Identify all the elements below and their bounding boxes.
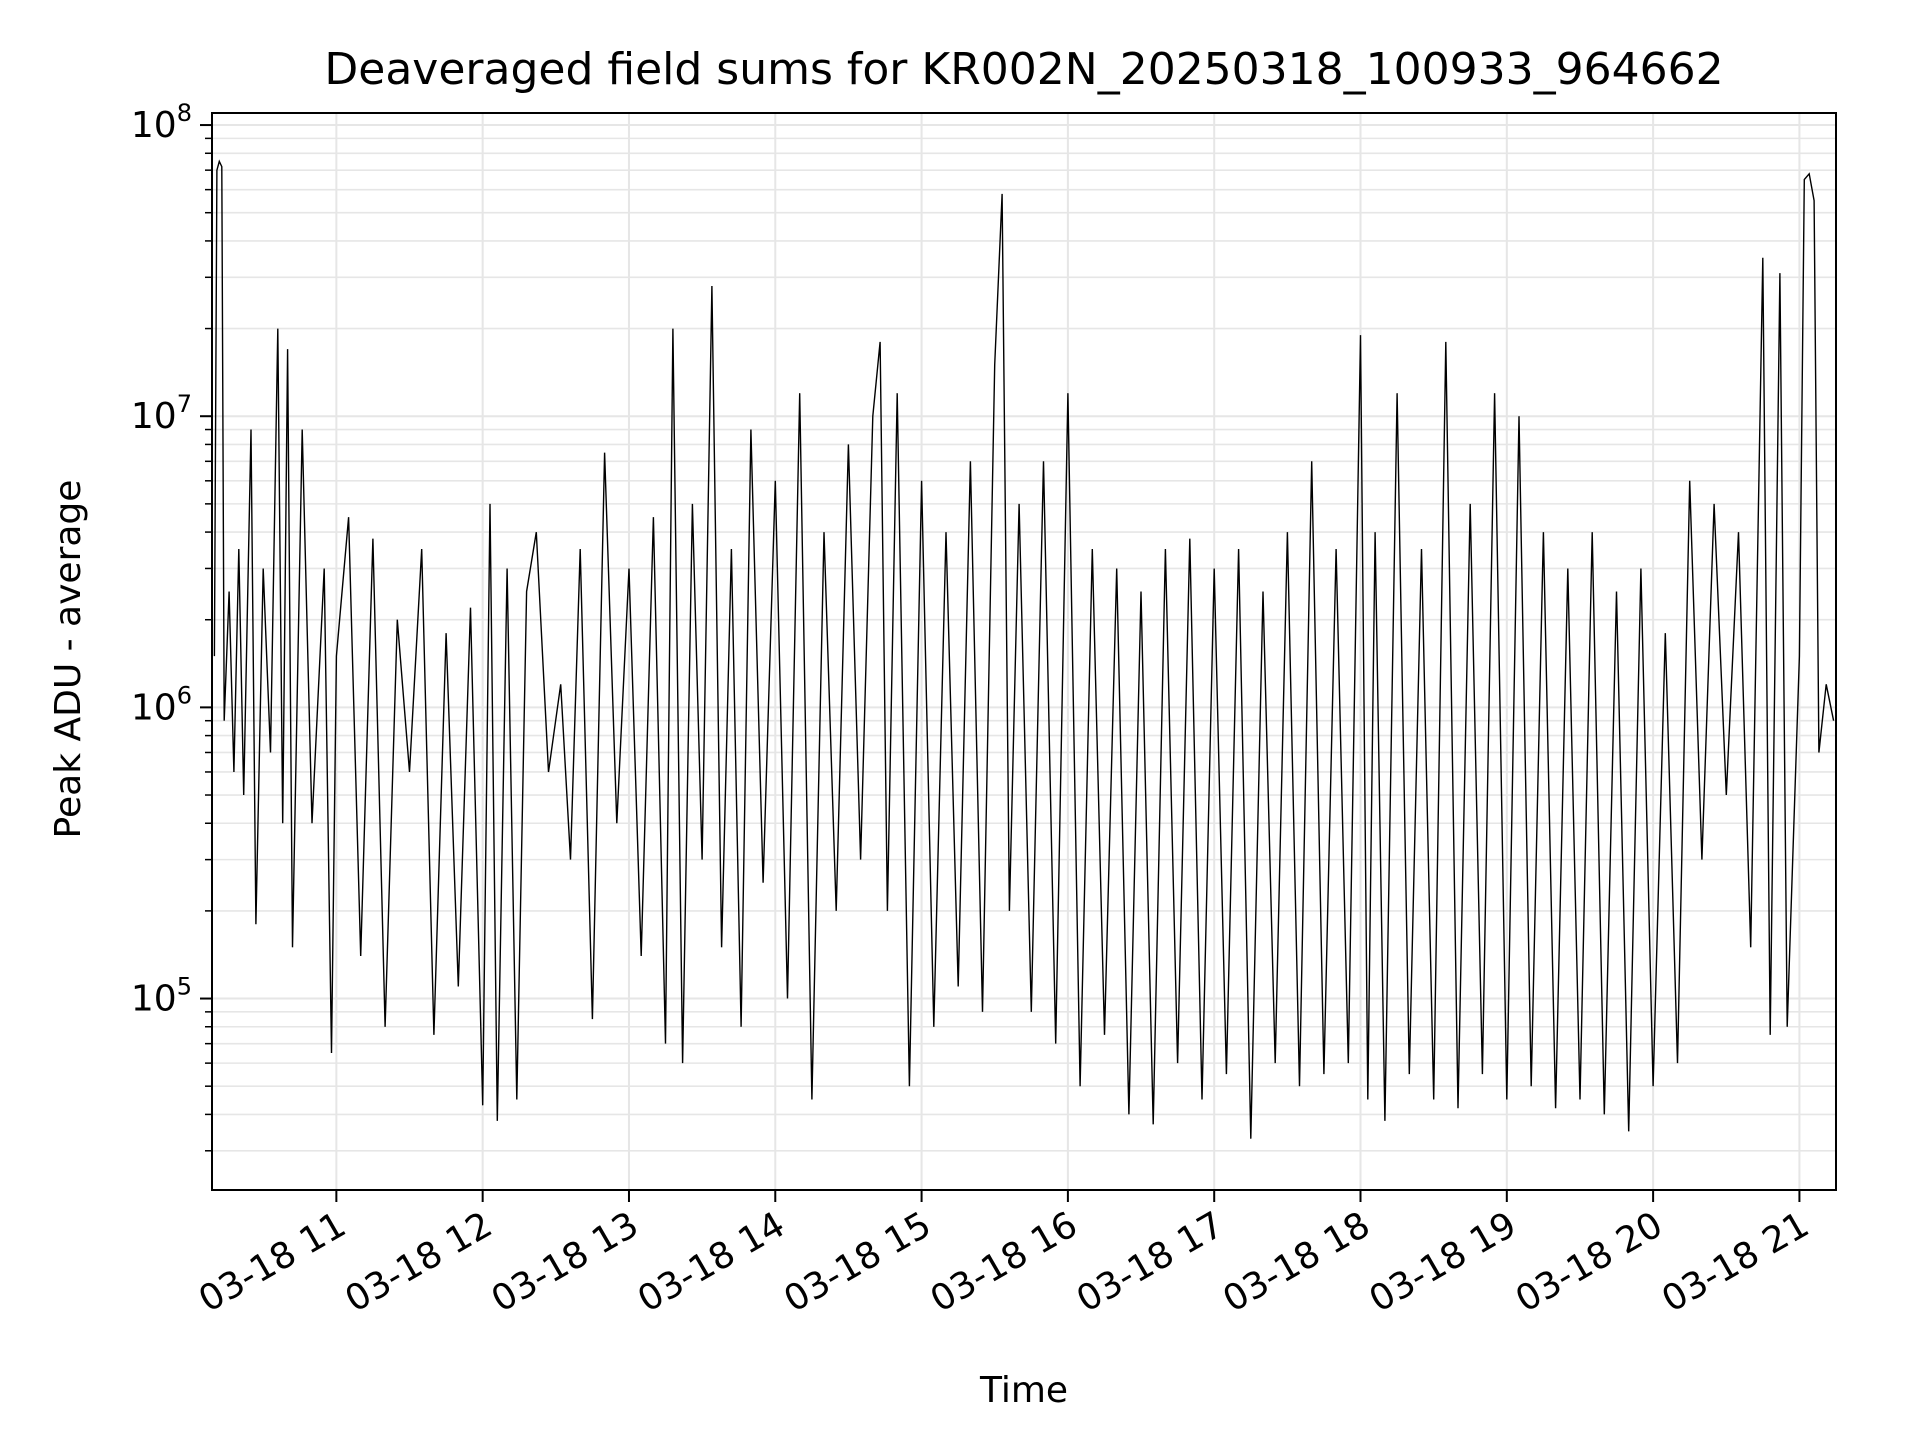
y-tick-label: 107: [131, 390, 192, 437]
plot-frame: [211, 112, 1837, 1191]
x-axis-label: Time: [979, 1370, 1068, 1411]
chart-title: Deaveraged field sums for KR002N_2025031…: [324, 44, 1723, 95]
y-tick-label: 106: [131, 681, 192, 728]
y-axis-label: Peak ADU - average: [48, 480, 89, 839]
data-series-line: [213, 159, 1835, 1139]
y-tick-label: 108: [131, 99, 192, 146]
y-axis: 105 106 107 108: [131, 99, 212, 1152]
y-tick-label: 105: [131, 973, 192, 1020]
plot-area: [213, 159, 1835, 1139]
